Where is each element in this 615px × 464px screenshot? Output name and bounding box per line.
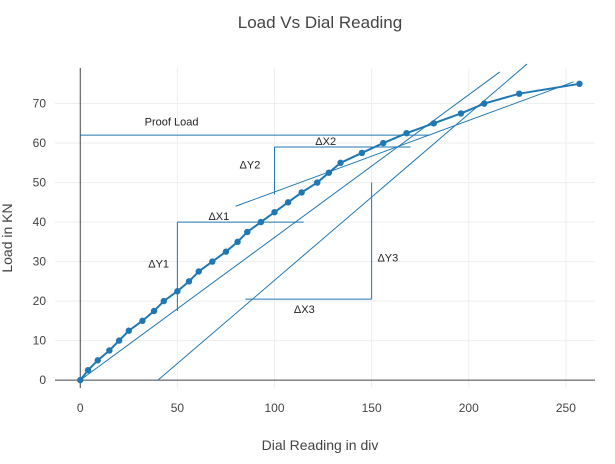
data-point <box>234 238 241 246</box>
data-point <box>257 218 265 226</box>
tangent-lines-layer <box>79 63 574 381</box>
annotation-label: ΔX1 <box>208 211 229 223</box>
data-point <box>174 288 181 295</box>
annotation-label: Proof Load <box>145 116 199 128</box>
annotation-label: ΔY2 <box>240 160 261 172</box>
data-point <box>325 169 333 176</box>
data-point <box>403 129 410 137</box>
y-tick-label: 40 <box>33 215 47 229</box>
x-tick-label: 100 <box>264 401 284 415</box>
data-point <box>160 297 167 305</box>
construction-layer <box>80 134 430 311</box>
data-point <box>576 80 583 88</box>
data-point <box>94 357 101 364</box>
chart-title: Load Vs Dial Reading <box>238 13 402 32</box>
axis-layer: 0 50 100 150 200 250 0 10 20 30 40 50 60 70 <box>33 68 595 415</box>
data-point <box>516 90 523 97</box>
annotation-label: ΔX3 <box>294 304 315 316</box>
data-point <box>195 268 202 275</box>
data-point <box>358 149 366 157</box>
data-point <box>185 278 193 285</box>
series-layer <box>77 80 583 384</box>
data-point <box>150 307 158 315</box>
data-point <box>244 228 251 236</box>
annotation-label: ΔX2 <box>315 136 336 148</box>
x-tick-label: 50 <box>171 401 185 415</box>
grid-layer <box>55 68 595 388</box>
annotation-layer: Proof Load ΔX2 ΔY2 ΔX1 ΔY1 ΔY3 ΔX3 <box>145 116 399 316</box>
y-tick-label: 20 <box>33 294 47 308</box>
x-tick-label: 0 <box>77 401 84 415</box>
x-axis-title: Dial Reading in div <box>262 437 379 453</box>
data-point <box>106 347 113 354</box>
data-point <box>314 179 321 186</box>
y-axis-title: Load in KN <box>0 203 15 272</box>
data-point <box>209 258 216 265</box>
tangent-line <box>235 81 574 207</box>
x-tick-label: 250 <box>556 401 576 415</box>
data-point <box>284 199 292 206</box>
data-point <box>481 100 488 107</box>
y-tick-label: 0 <box>39 373 46 387</box>
data-point <box>457 110 465 117</box>
data-point <box>84 367 92 374</box>
data-point <box>337 159 344 167</box>
y-tick-label: 50 <box>33 176 47 190</box>
annotation-label: ΔY1 <box>148 259 169 271</box>
data-point <box>115 337 123 344</box>
data-point <box>125 327 133 334</box>
y-tick-label: 30 <box>33 255 47 269</box>
data-point <box>271 208 278 216</box>
data-point <box>77 376 84 384</box>
x-tick-label: 150 <box>362 401 382 415</box>
data-point <box>222 248 230 255</box>
data-point <box>139 317 146 325</box>
y-tick-label: 10 <box>33 334 47 348</box>
tangent-line <box>79 71 501 381</box>
x-tick-label: 200 <box>459 401 479 415</box>
y-tick-label: 70 <box>33 97 47 111</box>
y-tick-label: 60 <box>33 136 47 150</box>
data-point <box>430 120 437 127</box>
data-point <box>380 139 387 147</box>
tangent-line <box>157 63 528 381</box>
data-point <box>298 189 305 196</box>
annotation-label: ΔY3 <box>377 253 398 265</box>
